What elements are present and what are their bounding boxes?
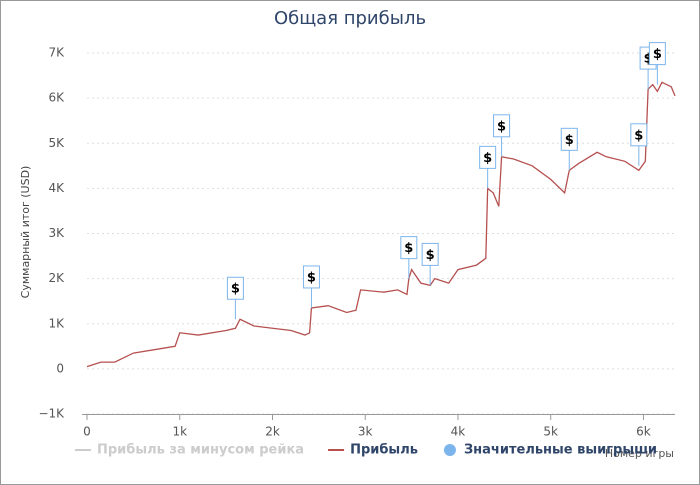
win-flag: $ — [630, 123, 648, 166]
y-tick-label: 3K — [48, 226, 65, 240]
win-flag: $ — [560, 127, 578, 171]
profit-line — [86, 81, 676, 368]
y-tick-label: 6K — [48, 91, 65, 105]
flag-label: $ — [404, 241, 413, 256]
flag-box — [302, 265, 320, 289]
chart-title: Общая прибыль — [274, 8, 426, 29]
y-tick-label: 5K — [48, 136, 65, 150]
flag-box — [421, 242, 439, 266]
flag-label: $ — [565, 133, 574, 148]
win-flag: $ — [400, 236, 418, 279]
flag-box — [400, 236, 418, 260]
legend-item[interactable]: Прибыль — [328, 443, 418, 458]
y-axis-title: Суммарный итог (USD) — [19, 166, 32, 299]
x-axis-title: Номер игры — [605, 447, 674, 460]
x-tick-label: 0 — [83, 425, 91, 439]
x-tick-label: 2k — [265, 425, 280, 439]
legend-item[interactable]: Прибыль за минусом рейка — [75, 443, 304, 458]
y-tick-label: 2K — [48, 271, 65, 285]
legend-label: Значительные выигрыши — [464, 443, 657, 458]
y-tick-label: −1K — [38, 407, 65, 421]
y-tick-label: 4K — [48, 181, 65, 195]
x-tick-label: 1k — [172, 425, 187, 439]
win-flag: $ — [421, 242, 439, 286]
x-tick-label: 3k — [358, 425, 373, 439]
x-tick-label: 5k — [543, 425, 558, 439]
flag-box — [493, 114, 511, 138]
y-tick-label: 0 — [56, 361, 64, 375]
win-flag: $ — [493, 114, 511, 157]
flag-box — [630, 123, 648, 147]
flag-box — [479, 145, 497, 169]
legend-item[interactable]: Значительные выигрыши — [443, 443, 657, 458]
flag-label: $ — [483, 151, 492, 166]
legend-symbol — [443, 444, 456, 456]
flag-box — [560, 127, 578, 151]
flag-label: $ — [307, 270, 316, 285]
x-tick-label: 4k — [451, 425, 466, 439]
flag-box — [226, 276, 244, 300]
win-flag: $ — [226, 276, 244, 320]
flag-label: $ — [644, 52, 653, 67]
legend-label: Прибыль за минусом рейка — [97, 443, 304, 458]
legend-label: Прибыль — [350, 443, 418, 458]
y-tick-label: 1K — [48, 316, 65, 330]
flag-label: $ — [231, 282, 240, 297]
flag-box — [648, 42, 666, 66]
win-flag: $ — [479, 145, 497, 189]
x-tick-label: 6k — [636, 425, 651, 439]
flag-label: $ — [426, 248, 435, 263]
flag-label: $ — [634, 128, 643, 143]
flag-label: $ — [653, 47, 662, 62]
y-tick-label: 7K — [48, 46, 65, 60]
flag-label: $ — [497, 119, 506, 134]
win-flag: $ — [648, 42, 666, 85]
win-flag: $ — [302, 265, 320, 308]
